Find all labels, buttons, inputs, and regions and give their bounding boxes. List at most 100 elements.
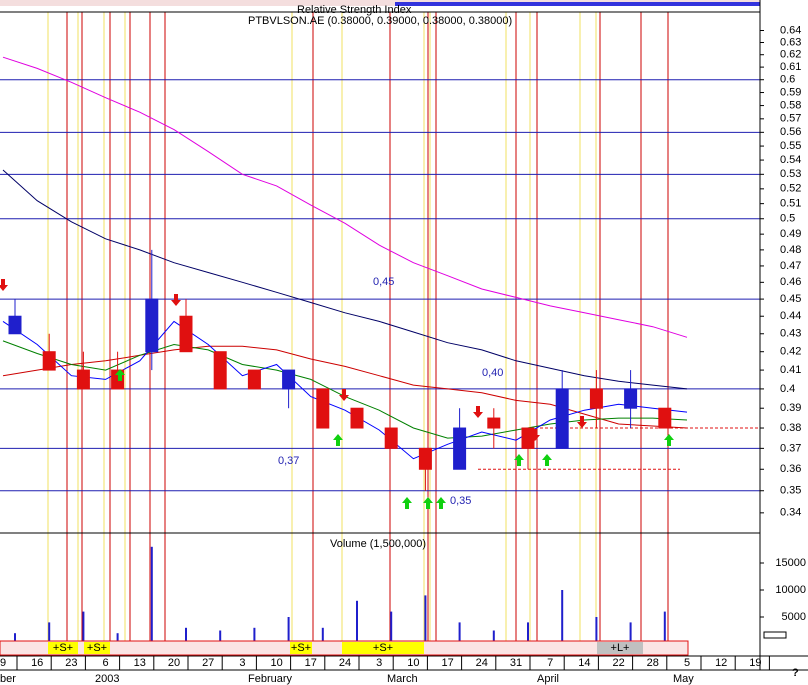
y-tick-label: 0.56 (780, 126, 801, 138)
volume-bar (595, 617, 598, 644)
volume-bar (253, 627, 256, 644)
y-tick-label: 0.35 (780, 485, 801, 497)
volume-bar (48, 622, 51, 644)
volume-bar (321, 627, 324, 644)
y-tick-label: 0.6 (780, 74, 795, 86)
y-tick-label: 0.48 (780, 244, 801, 256)
candle-body (589, 388, 603, 409)
volume-bar (458, 622, 461, 644)
y-tick-label: 0.55 (780, 140, 801, 152)
month-label: May (673, 673, 694, 685)
volume-bar (185, 627, 187, 644)
y-tick-label: 0.5 (780, 213, 795, 225)
y-tick-label: 0.63 (780, 36, 801, 48)
scroll-box[interactable] (763, 631, 787, 639)
event-label: +S+ (373, 642, 393, 654)
month-label: April (537, 673, 559, 685)
candle-body (145, 298, 159, 353)
moving-average (2, 169, 688, 390)
x-tick-label: 9 (0, 657, 6, 669)
month-label: ber (0, 673, 16, 685)
y-tick-label: 0.62 (780, 49, 801, 61)
volume-bar (390, 611, 393, 644)
x-tick-label: 5 (684, 657, 690, 669)
x-tick-label: 31 (510, 657, 522, 669)
annotation: 0,37 (278, 455, 299, 467)
volume-bar (287, 617, 290, 644)
candle-body (8, 315, 22, 335)
candle-body (555, 388, 569, 449)
x-tick-label: 28 (647, 657, 659, 669)
candle-body (76, 369, 90, 390)
y-tick-label: 0.51 (780, 198, 801, 210)
y-tick-label: 10000 (775, 584, 806, 596)
volume-bar (116, 633, 119, 644)
signal-arrow (436, 497, 446, 509)
candle-body (247, 369, 261, 390)
help-icon[interactable]: ? (792, 667, 799, 679)
y-tick-label: 5000 (782, 611, 806, 623)
volume-title: Volume (1,500,000) (330, 538, 426, 550)
candle-body (42, 351, 56, 371)
indicator-title: Relative Strength Index (297, 4, 412, 16)
x-tick-label: 23 (65, 657, 77, 669)
volume-bar (14, 633, 16, 644)
y-tick-label: 0.52 (780, 183, 801, 195)
y-tick-label: 0.46 (780, 276, 801, 288)
volume-bar (424, 595, 427, 644)
candle-body (487, 417, 501, 429)
signal-arrow (514, 454, 524, 466)
event-label: +S+ (87, 642, 107, 654)
y-tick-label: 0.38 (780, 422, 801, 434)
x-tick-label: 20 (168, 657, 180, 669)
x-tick-label: 12 (715, 657, 727, 669)
signal-arrow (171, 294, 181, 306)
y-tick-label: 0.43 (780, 328, 801, 340)
annotation: 0,40 (482, 367, 503, 379)
volume-bar (82, 611, 85, 644)
volume-bar (150, 546, 153, 644)
month-label: March (387, 673, 418, 685)
x-tick-label: 19 (749, 657, 761, 669)
event-box (48, 642, 78, 654)
candle-body (282, 369, 296, 390)
signal-arrow (473, 406, 483, 418)
y-tick-label: 0.58 (780, 99, 801, 111)
x-tick-label: 27 (202, 657, 214, 669)
event-box (84, 642, 110, 654)
x-tick-label: 6 (103, 657, 109, 669)
background-layer (0, 0, 760, 656)
candle-body (521, 427, 535, 449)
moving-average (2, 345, 688, 429)
signal-arrow (423, 497, 433, 509)
x-tick-label: 13 (134, 657, 146, 669)
volume-bar (663, 611, 666, 644)
signal-arrow (530, 429, 540, 441)
event-box (597, 642, 643, 654)
signal-arrow (115, 369, 125, 381)
candle-body (384, 427, 398, 449)
y-tick-label: 0.49 (780, 228, 801, 240)
candle-body (213, 351, 227, 390)
event-label: +L+ (611, 642, 630, 654)
candle-body (350, 407, 364, 429)
signal-arrow (339, 389, 349, 401)
signal-arrow (333, 434, 343, 446)
candle-body (658, 407, 672, 429)
y-tick-label: 0.34 (780, 507, 801, 519)
volume-bar (219, 630, 222, 644)
event-label: +S+ (291, 642, 311, 654)
y-tick-label: 0.61 (780, 61, 801, 73)
indicator-strip (395, 2, 760, 6)
x-tick-label: 7 (547, 657, 553, 669)
signal-arrow (402, 497, 412, 509)
candle-body (316, 388, 330, 429)
y-tick-label: 0.4 (780, 383, 795, 395)
x-tick-label: 22 (612, 657, 624, 669)
signal-arrow (664, 434, 674, 446)
indicator-strip (0, 0, 760, 6)
y-tick-label: 0.39 (780, 402, 801, 414)
annotation: 0,45 (373, 276, 394, 288)
